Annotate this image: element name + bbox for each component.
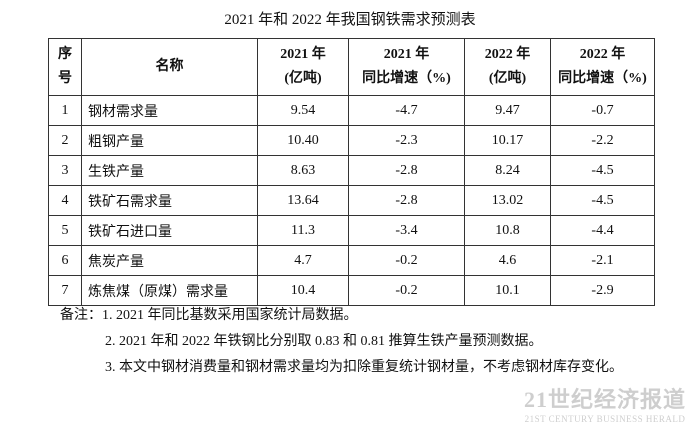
table-cell: 6: [48, 245, 82, 276]
header-row: 序号名称 2021 年 (亿吨) 2021 年同比增速（%) 2022 年 (亿吨) 202…: [48, 38, 655, 96]
watermark-subtitle: 21ST CENTURY BUSINESS HERALD: [524, 414, 686, 424]
table-cell: -4.5: [550, 185, 655, 216]
notes: 备注：1. 2021 年同比基数采用国家统计局数据。 2. 2021 年和 202…: [52, 303, 652, 381]
header-text: 序: [58, 47, 72, 62]
table-cell: -0.2: [348, 275, 465, 306]
table-cell: -0.2: [348, 245, 465, 276]
watermark: 21世纪经济报道 21ST CENTURY BUSINESS HERALD: [524, 382, 686, 424]
table-cell: 11.3: [257, 215, 349, 246]
table-cell: 4.6: [464, 245, 551, 276]
table-cell: 10.1: [464, 275, 551, 306]
note-label: 备注：: [60, 308, 102, 323]
table-cell: -2.9: [550, 275, 655, 306]
table-cell: 10.40: [257, 125, 349, 156]
header-text: 2022 年: [484, 47, 531, 62]
table-title: 2021 年和 2022 年我国钢铁需求预测表: [224, 12, 476, 28]
table-cell: 7: [48, 275, 82, 306]
note-line: 备注：1. 2021 年同比基数采用国家统计局数据。: [52, 303, 652, 329]
table-cell: 炼焦煤（原煤）需求量: [81, 275, 258, 306]
table-cell: -4.5: [550, 155, 655, 186]
header-text: (亿吨): [284, 71, 322, 86]
note-text: 1. 2021 年同比基数采用国家统计局数据。: [102, 308, 358, 323]
note-line: 3. 本文中钢材消费量和钢材需求量均为扣除重复统计钢材量，不考虑钢材库存变化。: [52, 355, 652, 381]
table-row: 7 炼焦煤（原煤）需求量 10.4 -0.2 10.1 -2.9: [48, 275, 655, 306]
table-row: 3 生铁产量 8.63 -2.8 8.24 -4.5: [48, 155, 655, 186]
header-cell: 名称: [81, 38, 258, 96]
table-cell: -2.3: [348, 125, 465, 156]
table-cell: 13.64: [257, 185, 349, 216]
header-text: (亿吨): [488, 71, 527, 86]
table-cell: -2.8: [348, 185, 465, 216]
header-text: 2022 年: [579, 47, 626, 62]
table-cell: 3: [48, 155, 82, 186]
note-text: 2. 2021 年和 2022 年铁钢比分别取 0.83 和 0.81 推算生铁…: [105, 334, 543, 349]
header-text: 同比增速（%): [362, 71, 451, 86]
note-text: 3. 本文中钢材消费量和钢材需求量均为扣除重复统计钢材量，不考虑钢材库存变化。: [105, 360, 623, 375]
table-cell: 2: [48, 125, 82, 156]
header-cell: 序号: [48, 38, 82, 96]
table-cell: 4: [48, 185, 82, 216]
table-cell: 13.02: [464, 185, 551, 216]
header-text: 2021 年: [280, 47, 326, 62]
table-cell: 1: [48, 95, 82, 126]
table-cell: 铁矿石进口量: [81, 215, 258, 246]
header-text: 号: [58, 71, 72, 86]
table-row: 6 焦炭产量 4.7 -0.2 4.6 -2.1: [48, 245, 655, 276]
table-row: 2 粗钢产量 10.40 -2.3 10.17 -2.2: [48, 125, 655, 156]
header-text: 名称: [155, 59, 184, 74]
header-cell: 2022 年 (亿吨): [464, 38, 551, 96]
table-cell: 10.17: [464, 125, 551, 156]
table-cell: -4.7: [348, 95, 465, 126]
table-cell: 铁矿石需求量: [81, 185, 258, 216]
table-cell: 10.4: [257, 275, 349, 306]
header-cell: 2021 年同比增速（%): [348, 38, 465, 96]
watermark-name: 21世纪经济报道: [523, 387, 686, 412]
table-cell: 10.8: [464, 215, 551, 246]
table-cell: 4.7: [257, 245, 349, 276]
table-row: 5 铁矿石进口量 11.3 -3.4 10.8 -4.4: [48, 215, 655, 246]
table: 序号名称 2021 年 (亿吨) 2021 年同比增速（%) 2022 年 (亿吨) 202…: [48, 38, 655, 306]
table-cell: -3.4: [348, 215, 465, 246]
header-cell: 2022 年同比增速（%): [550, 38, 655, 96]
table-cell: -0.7: [550, 95, 655, 126]
header-text: 同比增速（%): [558, 71, 647, 86]
table-cell: -2.2: [550, 125, 655, 156]
table-cell: 8.24: [464, 155, 551, 186]
table-cell: -2.1: [550, 245, 655, 276]
table-cell: 9.47: [464, 95, 551, 126]
table-cell: 粗钢产量: [81, 125, 258, 156]
table-cell: 8.63: [257, 155, 349, 186]
table-cell: 钢材需求量: [81, 95, 258, 126]
header-text: 2021 年: [383, 47, 430, 62]
table-cell: -2.8: [348, 155, 465, 186]
table-cell: -4.4: [550, 215, 655, 246]
table-cell: 焦炭产量: [81, 245, 258, 276]
header-cell: 2021 年 (亿吨): [257, 38, 349, 96]
table-row: 4 铁矿石需求量 13.64 -2.8 13.02 -4.5: [48, 185, 655, 216]
note-line: 2. 2021 年和 2022 年铁钢比分别取 0.83 和 0.81 推算生铁…: [52, 329, 652, 355]
table-cell: 9.54: [257, 95, 349, 126]
table-row: 1 钢材需求量 9.54 -4.7 9.47 -0.7: [48, 95, 655, 126]
table-cell: 5: [48, 215, 82, 246]
table-cell: 生铁产量: [81, 155, 258, 186]
